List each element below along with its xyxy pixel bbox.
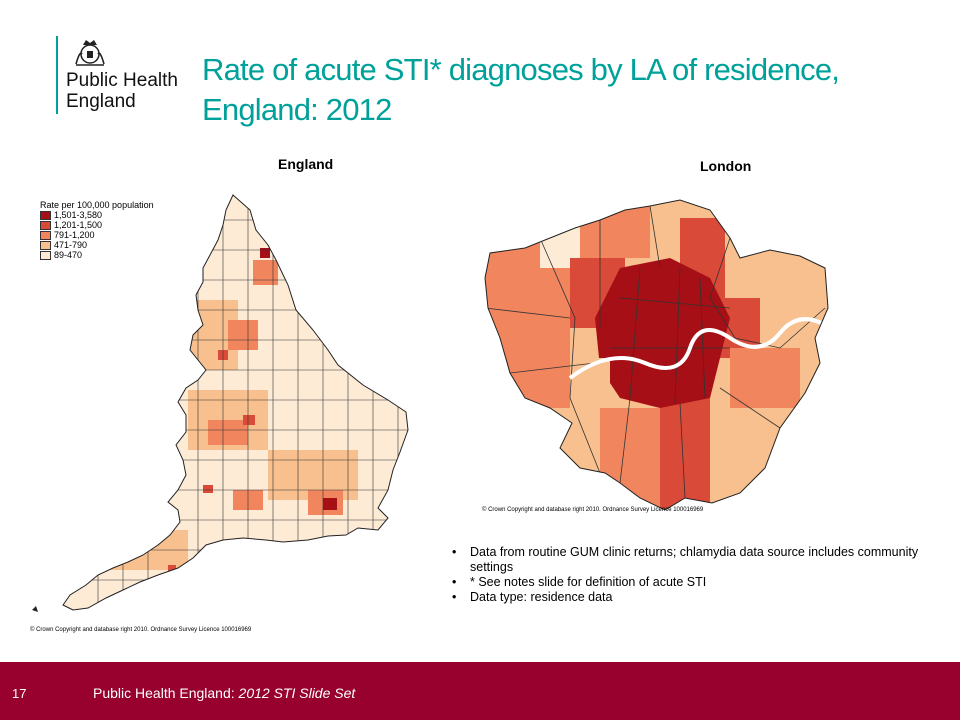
legend-label: 791-1,200 (54, 230, 95, 240)
legend-item: 791-1,200 (40, 230, 154, 240)
england-map-title: England (278, 156, 334, 172)
england-map-copyright: © Crown Copyright and database right 201… (30, 627, 252, 633)
legend-swatch (40, 240, 51, 250)
legend-label: 471-790 (54, 240, 88, 250)
logo-line-2: England (66, 91, 136, 112)
legend-heading: Rate per 100,000 population (40, 200, 154, 210)
note-item: Data from routine GUM clinic returns; ch… (452, 545, 922, 575)
legend-swatch (40, 230, 51, 240)
legend-swatch (40, 250, 51, 260)
footer-deck-name: 2012 STI Slide Set (238, 685, 356, 701)
legend-item: 89-470 (40, 250, 154, 260)
royal-crest-icon (75, 40, 105, 66)
legend-swatch (40, 220, 51, 230)
london-map-copyright: © Crown Copyright and database right 201… (482, 507, 704, 513)
london-map-title: London (700, 158, 752, 174)
legend-item: 471-790 (40, 240, 154, 250)
logo-wordmark: Public Health England (66, 70, 178, 112)
logo-line-1: Public Health (66, 70, 178, 91)
note-item: * See notes slide for definition of acut… (452, 575, 922, 590)
legend-item: 1,201-1,500 (40, 220, 154, 230)
note-item: Data type: residence data (452, 590, 922, 605)
london-choropleth-map (484, 199, 829, 510)
notes-list: Data from routine GUM clinic returns; ch… (452, 545, 922, 605)
slide-footer: 17 Public Health England: 2012 STI Slide… (0, 662, 960, 720)
legend-label: 89-470 (54, 250, 83, 260)
legend-item: 1,501-3,580 (40, 210, 154, 220)
england-choropleth-map (32, 194, 409, 612)
legend-label: 1,501-3,580 (54, 210, 103, 220)
footer-org: Public Health England: (93, 685, 235, 701)
legend-label: 1,201-1,500 (54, 220, 103, 230)
slide-number: 17 (12, 686, 27, 701)
map-legend: Rate per 100,000 population 1,501-3,580 … (40, 200, 154, 260)
logo-divider (56, 36, 58, 114)
footer-caption: Public Health England: 2012 STI Slide Se… (93, 685, 355, 701)
legend-swatch (40, 210, 51, 220)
phe-logo: Public Health England (56, 36, 196, 116)
slide-title: Rate of acute STI* diagnoses by LA of re… (202, 52, 840, 127)
